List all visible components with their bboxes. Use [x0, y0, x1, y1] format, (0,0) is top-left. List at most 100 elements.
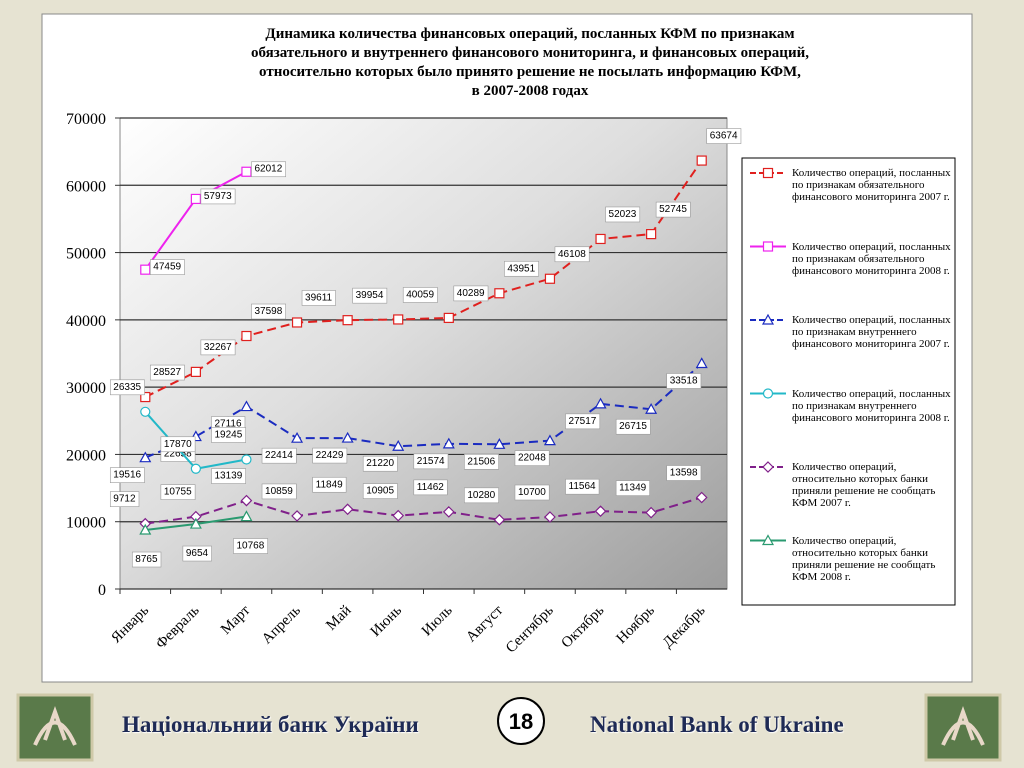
- chart-title: обязательного и внутреннего финансового …: [251, 45, 809, 61]
- data-label-box: [182, 545, 212, 562]
- data-label-box: [200, 188, 236, 205]
- data-label-box: [352, 287, 388, 304]
- legend-marker: [762, 167, 774, 179]
- series-line: [145, 496, 702, 525]
- y-tick-label: 40000: [66, 313, 106, 330]
- data-point: [291, 431, 304, 443]
- data-point: [646, 229, 657, 240]
- data-label: 57973: [204, 191, 232, 202]
- data-label: 32267: [204, 342, 232, 353]
- data-label: 17870: [164, 439, 192, 450]
- data-point: [139, 451, 152, 463]
- data-point: [291, 317, 303, 328]
- data-label-box: [251, 303, 287, 320]
- data-point: [139, 523, 152, 535]
- data-label: 10755: [164, 487, 192, 498]
- data-label-box: [109, 467, 145, 483]
- data-point: [493, 513, 506, 526]
- data-label: 22658: [164, 449, 192, 460]
- legend-marker: [761, 534, 775, 546]
- data-label-box: [402, 287, 438, 303]
- legend-entry: Количество операций, относительно которы…: [792, 461, 936, 509]
- page-badge: [497, 697, 545, 745]
- data-label-box: [504, 260, 539, 277]
- data-point: [190, 463, 201, 474]
- data-label: 8765: [135, 554, 158, 565]
- data-label-box: [615, 480, 650, 496]
- logo-right: [924, 693, 1002, 762]
- data-label-box: [514, 484, 550, 501]
- data-point: [393, 314, 404, 325]
- legend-entry: Количество операций, посланных по призна…: [792, 387, 951, 424]
- data-label-box: [666, 373, 702, 389]
- data-point: [645, 506, 657, 519]
- data-label-box: [301, 290, 336, 306]
- data-label: 47459: [153, 262, 181, 273]
- y-tick-label: 50000: [66, 246, 106, 263]
- data-label: 40059: [406, 289, 434, 300]
- data-label-box: [666, 465, 702, 481]
- data-label-box: [413, 453, 449, 470]
- page-number: 18: [509, 709, 533, 734]
- data-label: 37598: [254, 306, 282, 317]
- data-point: [189, 517, 202, 529]
- data-label: 21506: [467, 456, 495, 467]
- data-point: [594, 397, 607, 409]
- series-line: [144, 362, 703, 459]
- data-point: [695, 491, 708, 504]
- data-label: 11349: [619, 483, 647, 494]
- data-point: [240, 494, 253, 507]
- data-label-box: [655, 201, 691, 218]
- data-label-box: [251, 161, 287, 178]
- legend-entry: Количество операций, относительно которы…: [792, 534, 936, 583]
- data-label-box: [149, 259, 185, 275]
- data-label-box: [211, 468, 247, 484]
- data-label: 63674: [710, 131, 738, 142]
- data-label: 13598: [670, 468, 698, 479]
- data-label: 33518: [670, 375, 698, 386]
- data-label-box: [605, 206, 641, 223]
- legend-entry: Количество операций, посланных по призна…: [792, 240, 951, 277]
- data-label: 19516: [113, 470, 141, 481]
- data-point: [291, 510, 303, 522]
- data-point: [493, 438, 506, 449]
- data-label-box: [453, 285, 489, 302]
- y-tick-label: 70000: [66, 111, 106, 128]
- data-label-box: [362, 455, 398, 472]
- data-label-box: [312, 476, 347, 493]
- data-point: [696, 155, 707, 166]
- data-label-box: [565, 478, 600, 495]
- data-label-box: [233, 538, 269, 554]
- data-point: [190, 193, 201, 205]
- chart-title: Динамика количества финансовых операций,…: [265, 26, 794, 42]
- data-point: [241, 454, 252, 465]
- data-label: 9712: [113, 494, 136, 505]
- data-label-box: [211, 427, 247, 443]
- data-label-box: [464, 453, 499, 470]
- data-point: [241, 330, 252, 342]
- logo-art: [33, 706, 77, 746]
- data-label: 13139: [214, 471, 242, 482]
- data-label: 43951: [507, 263, 535, 274]
- legend-entry: Количество операций, посланных по призна…: [792, 167, 951, 203]
- data-label: 39954: [356, 290, 384, 301]
- footer-right: National Bank of Ukraine: [590, 712, 844, 737]
- data-label: 27116: [214, 419, 242, 430]
- data-point: [442, 437, 455, 449]
- data-label: 22429: [316, 450, 344, 461]
- footer-left: Національний банк України: [122, 712, 419, 737]
- data-point: [392, 509, 405, 522]
- data-point: [595, 233, 606, 245]
- data-label-box: [565, 413, 601, 430]
- data-label: 11564: [569, 481, 597, 492]
- data-label: 52745: [659, 204, 687, 215]
- data-label: 10700: [518, 487, 546, 498]
- data-point: [443, 312, 454, 324]
- data-label-box: [464, 487, 499, 504]
- y-tick-label: 60000: [66, 178, 106, 195]
- legend-marker: [762, 241, 774, 252]
- data-label-box: [109, 379, 145, 396]
- data-label-box: [514, 450, 550, 466]
